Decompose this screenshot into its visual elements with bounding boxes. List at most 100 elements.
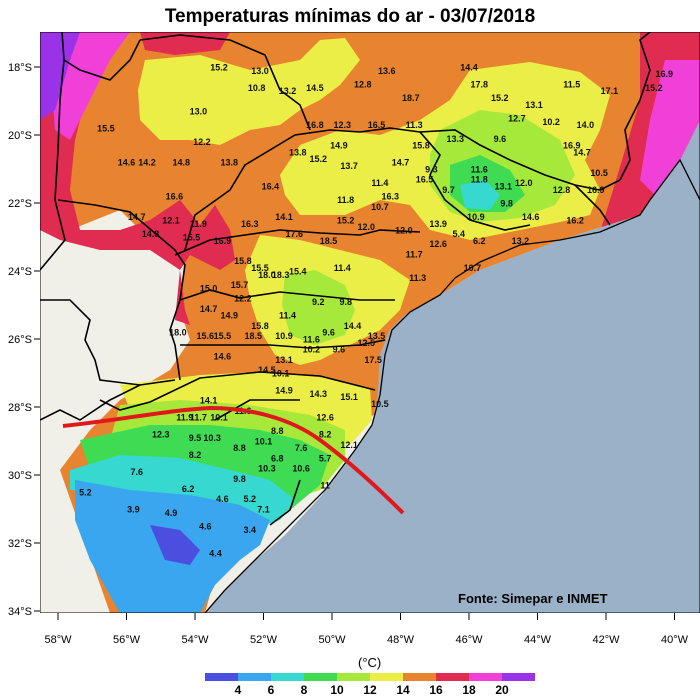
- station-value: 13.7: [340, 161, 358, 171]
- lat-tick-label: 24°S: [8, 266, 32, 278]
- lat-tick-label: 30°S: [8, 470, 32, 482]
- colorbar-swatch: [238, 673, 271, 681]
- station-value: 9.3: [425, 164, 438, 174]
- latitude-axis: 18°S 20°S 22°S 24°S 26°S 28°S 30°S 32°S 34°S: [8, 62, 40, 618]
- station-value: 16.3: [241, 219, 259, 229]
- colorbar-swatch: [304, 673, 337, 681]
- station-value: 14.7: [573, 147, 591, 157]
- lon-tick-label: 46°W: [455, 634, 483, 646]
- station-value: 12.2: [234, 294, 252, 304]
- colorbar-swatch: [337, 673, 370, 681]
- station-value: 14.9: [330, 141, 348, 151]
- station-value: 11: [320, 481, 330, 491]
- station-value: 9.2: [312, 297, 325, 307]
- station-value: 10.1: [255, 436, 273, 446]
- colorbar-swatch: [469, 673, 502, 681]
- station-value: 9.5: [189, 433, 202, 443]
- station-value: 14.3: [310, 389, 328, 399]
- station-value: 16.4: [262, 181, 280, 191]
- station-value: 18.0: [258, 270, 276, 280]
- station-value: 10.5: [371, 399, 389, 409]
- station-value: 10.2: [542, 117, 560, 127]
- field-10-12-central: [282, 270, 355, 345]
- colorbar-swatch: [403, 673, 436, 681]
- station-value: 13.5: [368, 331, 386, 341]
- station-value: 10.5: [590, 168, 608, 178]
- station-value: 11.8: [471, 175, 488, 185]
- station-value: 16.9: [563, 141, 581, 151]
- station-value: 15.6: [197, 331, 215, 341]
- station-value: 9.6: [494, 134, 507, 144]
- temperature-fields: [40, 32, 700, 613]
- station-value: 14.9: [220, 311, 238, 321]
- colorbar: 4 6 8 10 12 14 16 18 20: [205, 673, 535, 697]
- station-value: 16.5: [368, 120, 386, 130]
- station-value: 15.5: [251, 263, 269, 273]
- station-value: 11.4: [371, 178, 388, 188]
- station-value: 15.2: [491, 93, 509, 103]
- station-value: 12.8: [354, 79, 372, 89]
- field-16-18-west: [40, 32, 235, 325]
- colorbar-tick-label: 8: [301, 683, 308, 697]
- colorbar-tick-label: 10: [330, 683, 344, 697]
- station-value: 13.8: [289, 147, 307, 157]
- station-value: 13.0: [190, 107, 208, 117]
- station-value: 8.2: [319, 430, 332, 440]
- station-value: 13.9: [429, 219, 447, 229]
- station-value: 12.1: [162, 215, 180, 225]
- longitude-axis: 58°W 56°W 54°W 52°W 50°W 48°W 46°W 44°W 42°W 40°W: [44, 613, 689, 646]
- station-value: 9.7: [442, 185, 455, 195]
- coastline: [204, 158, 700, 613]
- map-title: Temperaturas mínimas do ar - 03/07/2018: [164, 6, 536, 27]
- station-value: 11.7: [190, 413, 207, 423]
- station-value: 11.6: [303, 334, 320, 344]
- station-value: 7.6: [295, 443, 308, 453]
- station-value: 7.1: [257, 504, 270, 514]
- station-value: 14.9: [275, 385, 293, 395]
- colorbar-tick-label: 20: [495, 683, 509, 697]
- source-note: Fonte: Simepar e INMET: [458, 591, 608, 606]
- station-value: 4.6: [216, 494, 229, 504]
- station-value: 6.8: [271, 453, 284, 463]
- station-value: 8.8: [233, 443, 246, 453]
- cold-front-line: [62, 405, 405, 515]
- station-value: 4.9: [165, 508, 178, 518]
- lon-tick-label: 42°W: [592, 634, 620, 646]
- station-value: 10.3: [203, 433, 221, 443]
- lon-tick-label: 54°W: [181, 634, 209, 646]
- station-value: 10.8: [248, 83, 266, 93]
- station-value: 4.4: [209, 549, 222, 559]
- station-value: 14.6: [522, 212, 540, 222]
- station-value: 16.9: [655, 69, 673, 79]
- field-20plus-west: [40, 32, 80, 120]
- station-value: 11.8: [337, 195, 354, 205]
- station-value: 15.2: [337, 215, 355, 225]
- station-value: 16.3: [381, 192, 399, 202]
- station-value: 16.2: [566, 215, 584, 225]
- lat-tick-label: 32°S: [8, 538, 32, 550]
- station-value: 13.1: [275, 355, 293, 365]
- station-value: 12.0: [357, 222, 375, 232]
- station-value: 16.9: [214, 236, 232, 246]
- station-value: 8.8: [271, 426, 284, 436]
- station-value: 14.4: [460, 62, 478, 72]
- colorbar-swatch: [436, 673, 469, 681]
- field-below-4-south: [150, 525, 200, 565]
- lon-tick-label: 40°W: [661, 634, 689, 646]
- station-value: 15.1: [340, 392, 358, 402]
- station-value: 14.7: [200, 304, 218, 314]
- political-borders: [40, 32, 651, 526]
- station-value: 15.7: [231, 280, 249, 290]
- station-value: 13.2: [279, 86, 297, 96]
- station-value: 10.3: [258, 464, 276, 474]
- lat-tick-label: 18°S: [8, 62, 32, 74]
- lon-tick-label: 48°W: [387, 634, 415, 646]
- station-value: 16.5: [416, 175, 434, 185]
- station-value: 15.8: [412, 141, 430, 151]
- station-value: 17.5: [364, 355, 382, 365]
- station-value: 10.7: [464, 263, 482, 273]
- station-value: 14.4: [344, 321, 362, 331]
- station-value: 6.2: [473, 236, 486, 246]
- station-value: 10.6: [292, 464, 310, 474]
